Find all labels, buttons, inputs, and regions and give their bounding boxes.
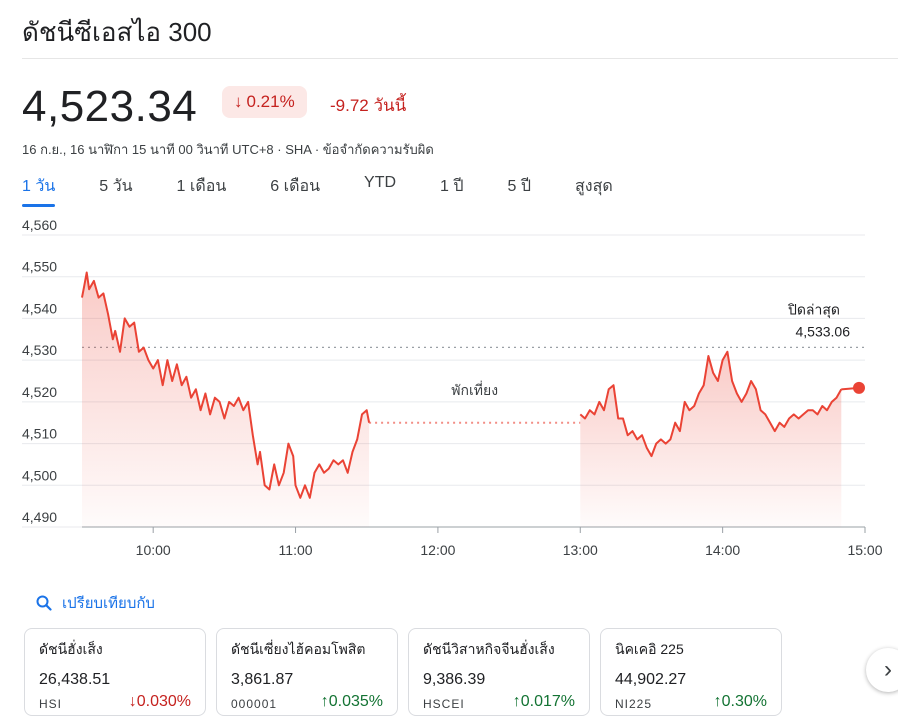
x-tick-label: 11:00 [279,542,313,558]
arrow-up-icon: ↑ [512,693,521,710]
card-name: ดัชนีวิสาหกิจจีนฮั่งเส็ง [423,641,555,657]
tab-5-days[interactable]: 5 วัน [99,178,133,195]
tab-1-year[interactable]: 1 ปี [440,178,464,195]
index-card-hscei[interactable]: ดัชนีวิสาหกิจจีนฮั่งเส็ง 9,386.39 HSCEI … [408,628,590,716]
y-tick-label: 4,490 [22,509,57,525]
tab-1-day[interactable]: 1 วัน [22,174,56,207]
header-divider [22,58,898,59]
price-chart[interactable]: 4,560 4,550 4,540 4,530 4,520 4,510 4,500 4,490… [0,220,898,575]
arrow-down-icon: ↓ [234,92,243,111]
page-title: ดัชนีซีเอสไอ 300 [22,17,212,47]
card-symbol: 000001 [231,697,278,711]
card-change: ↑0.035% [320,693,383,710]
related-index-cards: ดัชนีฮั่งเส็ง 26,438.51 HSI ↓0.030% ดัชน… [24,628,782,716]
y-tick-label: 4,500 [22,467,57,483]
compare-label: เปรียบเทียบกับ [62,595,155,612]
y-tick-label: 4,560 [22,220,57,233]
card-value: 44,902.27 [615,671,687,688]
y-tick-label: 4,510 [22,426,57,442]
card-name: ดัชนีฮั่งเส็ง [39,641,103,657]
card-symbol: NI225 [615,697,653,711]
x-tick-label: 10:00 [136,542,171,558]
search-icon [36,595,52,611]
card-change: ↑0.017% [512,693,575,710]
afternoon-series-area [580,351,842,527]
y-tick-label: 4,520 [22,384,57,400]
tab-max[interactable]: สูงสุด [575,178,613,195]
arrow-up-icon: ↑ [320,693,329,710]
next-cards-button[interactable]: › [866,648,898,692]
x-tick-label: 13:00 [563,542,598,558]
tab-1-month[interactable]: 1 เดือน [176,178,227,195]
chevron-right-icon: › [884,656,892,683]
arrow-down-icon: ↓ [128,693,137,710]
card-name: นิคเคอิ 225 [615,641,684,657]
tab-6-months[interactable]: 6 เดือน [270,178,321,195]
card-change: ↑0.30% [713,693,767,710]
card-change: ↓0.030% [128,693,191,710]
change-absolute: -9.72 วันนี้ [330,96,407,115]
card-name: ดัชนีเซี่ยงไฮ้คอมโพสิต [231,641,366,657]
index-card-000001[interactable]: ดัชนีเซี่ยงไฮ้คอมโพสิต 3,861.87 000001 ↑… [216,628,398,716]
morning-series-area [82,272,370,527]
card-symbol: HSI [39,697,63,711]
change-percent-badge: ↓ 0.21% [222,86,307,118]
card-symbol: HSCEI [423,697,465,711]
current-price: 4,523.34 [22,82,198,131]
tab-5-years[interactable]: 5 ปี [507,178,532,195]
arrow-up-icon: ↑ [713,693,722,710]
lunch-break-label: พักเที่ยง [451,381,498,398]
y-tick-label: 4,550 [22,259,57,275]
y-tick-label: 4,540 [22,300,57,316]
y-tick-label: 4,530 [22,342,57,358]
card-value: 9,386.39 [423,671,486,688]
previous-close-label: ปิดล่าสุด [787,301,840,318]
index-card-hsi[interactable]: ดัชนีฮั่งเส็ง 26,438.51 HSI ↓0.030% [24,628,206,716]
previous-close-value: 4,533.06 [796,323,851,339]
compare-button[interactable]: เปรียบเทียบกับ [36,591,155,615]
x-tick-label: 14:00 [705,542,740,558]
last-price-point [853,381,865,394]
range-tabs: 1 วัน 5 วัน 1 เดือน 6 เดือน YTD 1 ปี 5 ป… [22,174,657,207]
index-card-ni225[interactable]: นิคเคอิ 225 44,902.27 NI225 ↑0.30% [600,628,782,716]
afternoon-series-line [579,350,843,458]
card-value: 26,438.51 [39,671,111,688]
x-tick-label: 12:00 [420,542,455,558]
x-tick-label: 15:00 [847,542,882,558]
morning-series-line [81,271,371,499]
tab-ytd[interactable]: YTD [364,174,397,191]
card-value: 3,861.87 [231,671,294,688]
change-percent: 0.21% [246,92,295,111]
quote-meta: 16 ก.ย., 16 นาฬิกา 15 นาที 00 วินาที UTC… [22,142,434,157]
